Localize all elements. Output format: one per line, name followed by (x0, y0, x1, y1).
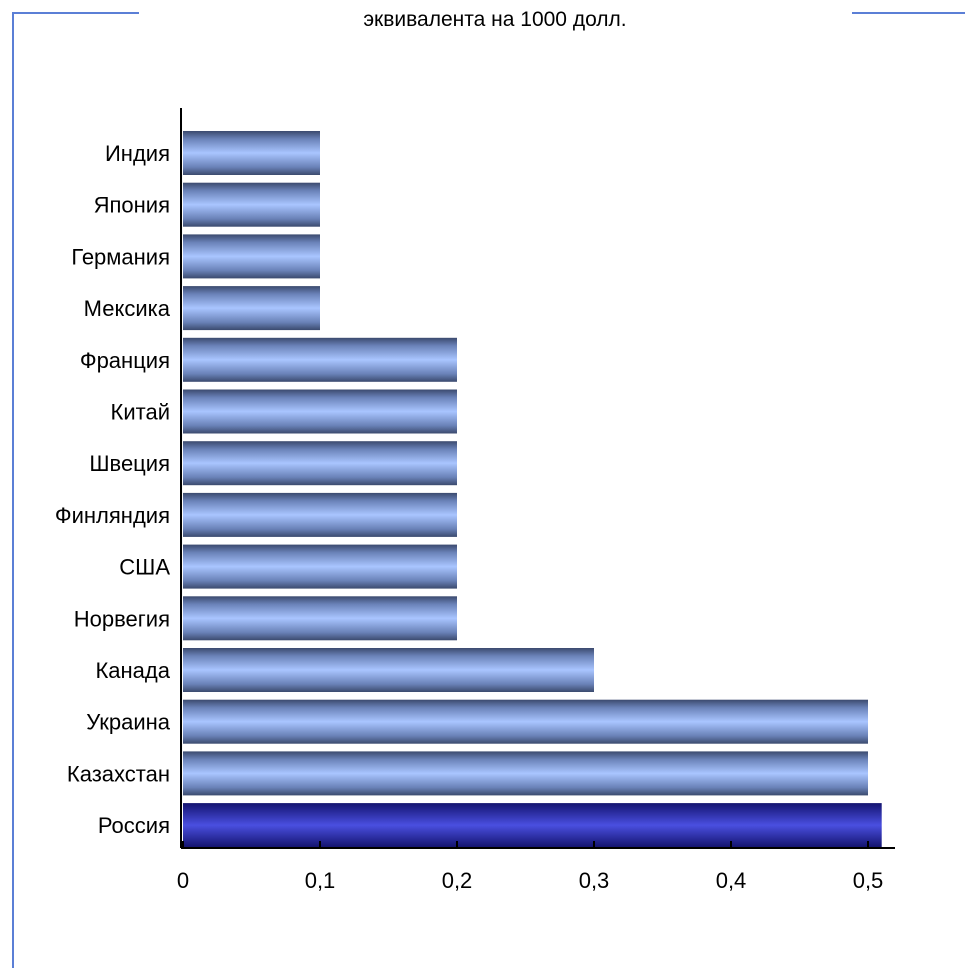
category-label: Япония (94, 193, 170, 218)
bars-group (183, 131, 882, 848)
bar-3 (183, 234, 320, 279)
category-label: Франция (80, 348, 170, 373)
axes-group (180, 108, 895, 849)
x-ticks-group: 0 0,1 0,2 0,3 0,4 0,5 (177, 841, 883, 893)
category-label: Китай (111, 400, 170, 425)
bar-5 (183, 337, 457, 382)
x-tick-label: 0,3 (579, 868, 610, 893)
category-label: Швеция (89, 451, 170, 476)
bar-10 (183, 596, 457, 641)
category-label: Украина (86, 710, 171, 735)
bar-14 (183, 803, 882, 848)
frame-top-left-line (12, 12, 139, 14)
category-label: Норвегия (74, 606, 170, 631)
bar-8 (183, 492, 457, 537)
bar-2 (183, 182, 320, 227)
bar-12 (183, 699, 868, 744)
x-tick-label: 0,5 (853, 868, 884, 893)
x-tick-label: 0,2 (442, 868, 473, 893)
bar-6 (183, 389, 457, 434)
x-tick-label: 0,1 (305, 868, 336, 893)
bar-4 (183, 286, 320, 331)
x-tick-label: 0 (177, 868, 189, 893)
category-label: Мексика (84, 296, 171, 321)
bar-7 (183, 441, 457, 486)
chart-title: эквивалента на 1000 долл. (150, 0, 840, 32)
category-label: Казахстан (67, 761, 170, 786)
category-label: США (119, 555, 170, 580)
category-label: Индия (105, 141, 170, 166)
category-label: Финляндия (55, 503, 170, 528)
category-labels-group: Индия Япония Германия Мексика Франция Китай Шв… (55, 141, 171, 838)
bar-9 (183, 544, 457, 589)
bar-13 (183, 751, 868, 796)
bar-1 (183, 131, 320, 175)
category-label: Канада (95, 658, 170, 683)
category-label: Россия (98, 813, 170, 838)
bar-11 (183, 648, 594, 692)
frame-top-right-line (852, 12, 965, 14)
category-label: Германия (71, 244, 170, 269)
chart-title-line-2: эквивалента на 1000 долл. (363, 8, 627, 31)
x-tick-label: 0,4 (716, 868, 747, 893)
frame-left-line (12, 12, 14, 968)
